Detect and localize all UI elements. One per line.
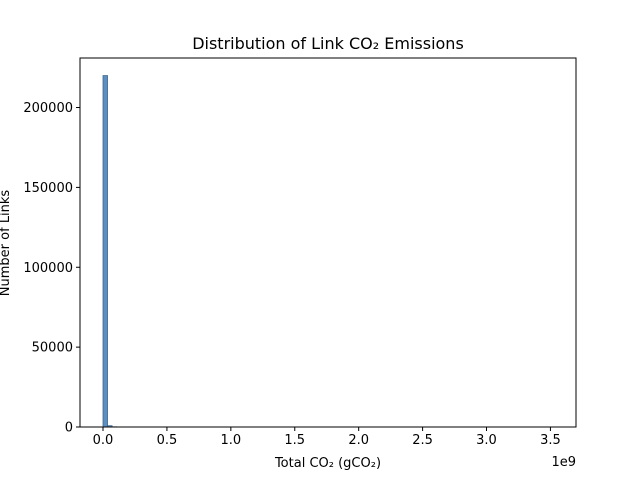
y-tick-label: 100000 (23, 261, 73, 276)
y-tick-label: 0 (65, 421, 73, 436)
x-axis-label: Total CO₂ (gCO₂) (274, 456, 381, 471)
y-tick-label: 200000 (23, 101, 73, 116)
x-tick-label: 1.5 (284, 433, 305, 448)
x-tick-label: 2.5 (412, 433, 433, 448)
y-axis-label: Number of Links (0, 190, 13, 297)
x-axis-offset: 1e9 (551, 455, 576, 470)
x-tick-label: 0.0 (93, 433, 114, 448)
histogram-bar (103, 76, 108, 427)
chart-title: Distribution of Link CO₂ Emissions (192, 34, 464, 53)
x-tick-label: 2.0 (348, 433, 369, 448)
x-tick-label: 0.5 (157, 433, 178, 448)
x-tick-label: 1.0 (221, 433, 242, 448)
x-tick-label: 3.5 (540, 433, 561, 448)
y-tick-label: 50000 (32, 341, 73, 356)
y-tick-label: 150000 (23, 181, 73, 196)
x-tick-label: 3.0 (476, 433, 497, 448)
